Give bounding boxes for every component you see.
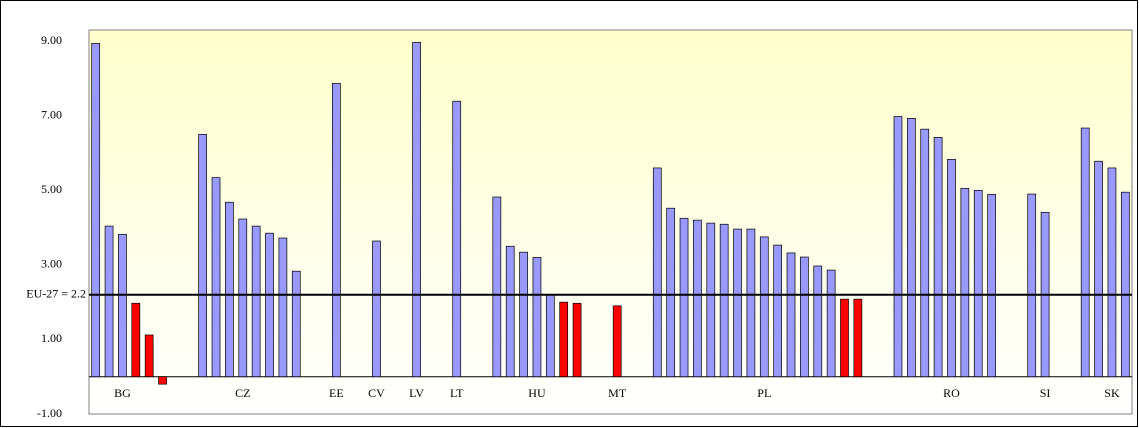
bar [719,223,729,378]
bar [118,233,127,378]
bar [572,302,582,378]
bar [679,217,689,378]
bar [265,232,274,378]
bar [666,207,676,378]
bar [853,298,863,378]
plot-area [88,29,1133,415]
bar [332,82,341,378]
bar [559,301,569,378]
bar [1027,193,1037,378]
bar [773,244,782,378]
bar [452,100,462,378]
bar [813,265,823,378]
bar [412,41,421,378]
bar [693,219,702,378]
bar [505,245,515,378]
bar [291,270,301,378]
bar [545,294,555,378]
x-tick-label: EE [329,386,344,400]
bar [492,196,502,378]
bar [933,137,943,378]
x-tick-label: SK [1104,386,1120,400]
bar [131,302,141,378]
bar [144,334,154,378]
y-tick-label: -1.00 [37,406,62,420]
bar [104,225,114,378]
bar [372,240,381,378]
bar [920,128,930,378]
bar [519,251,528,378]
x-tick-label: BG [114,386,131,400]
bar [238,218,248,378]
bar [211,177,221,378]
x-tick-label: CZ [235,386,250,400]
bar [800,256,809,378]
x-tick-label: PL [757,386,771,400]
x-tick-label: HU [528,386,546,400]
bar [158,376,167,385]
bar [746,228,756,378]
y-tick-label: 9.00 [41,33,62,47]
y-tick-label: 1.00 [41,331,62,345]
bar [532,257,542,378]
reference-label: EU-27 = 2.2 [26,286,86,300]
y-tick-label: 5.00 [41,182,62,196]
bar [612,305,622,378]
bar [733,228,742,378]
x-tick-label: LV [409,386,424,400]
bar [947,159,956,378]
bar [759,236,769,378]
bar [840,298,849,378]
bar [907,118,916,378]
x-tick-label: RO [943,386,960,400]
x-tick-label: LT [450,386,464,400]
bar [893,116,903,378]
y-tick-label: 3.00 [41,257,62,271]
bar [251,225,261,378]
bar [960,188,970,378]
y-tick-label: 7.00 [41,107,62,121]
bar [225,201,234,378]
bar [706,222,716,378]
x-tick-label: MT [608,386,627,400]
bar [1107,167,1117,378]
bar [1094,160,1103,378]
bar [1080,127,1090,378]
bar [91,43,101,378]
x-tick-label: CV [368,386,385,400]
bar [973,189,983,378]
bar [1120,191,1130,378]
bar [786,252,796,378]
bar [987,194,996,378]
bar [652,167,662,378]
x-tick-label: SI [1040,386,1051,400]
bar [198,134,208,378]
bar [278,237,288,378]
bar [826,269,836,378]
